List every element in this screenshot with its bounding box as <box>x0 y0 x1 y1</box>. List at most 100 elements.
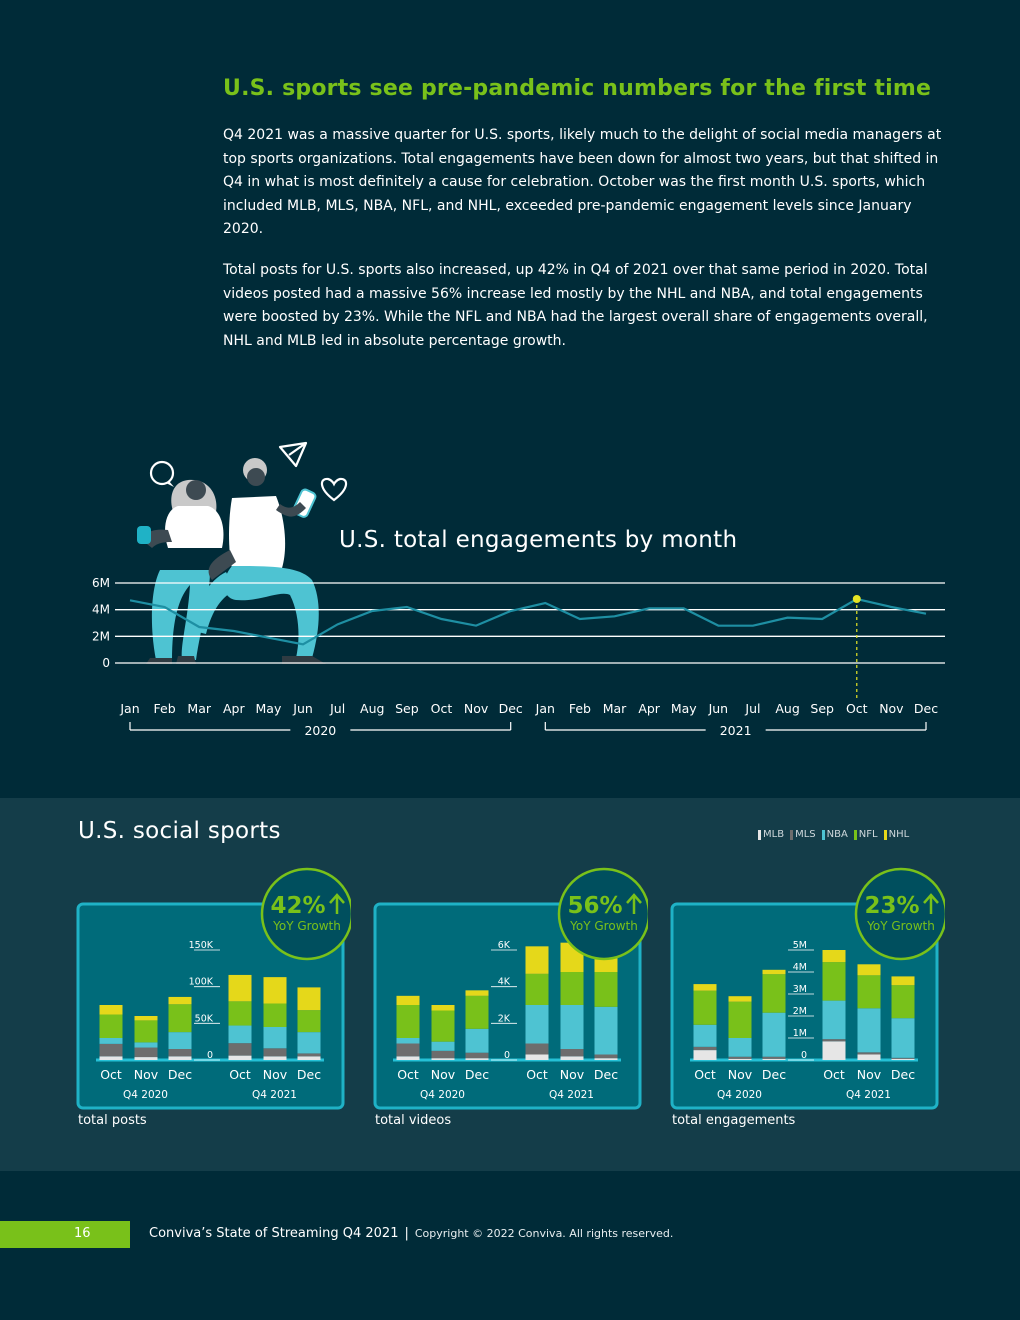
bar-segment-nfl <box>822 962 846 1001</box>
y-tick-label: 1M <box>793 1028 807 1039</box>
y-tick-label: 0 <box>504 1050 510 1061</box>
x-tick-label: Jun <box>292 701 313 716</box>
stacked-bar <box>297 987 321 1060</box>
y-tick-label: 150K <box>189 940 214 951</box>
bar-segment-mlb <box>396 1056 420 1060</box>
bar-segment-nfl <box>465 995 489 1029</box>
bar-segment-mls <box>693 1046 717 1051</box>
bar-segment-nfl <box>762 974 786 1013</box>
engagements-line-chart: 0 2M 4M 6M Jan Feb Mar Apr May Jun Jul Aug Sep Oct No… <box>92 441 945 738</box>
bar-segment-mlb <box>693 1050 717 1060</box>
y-tick-label: 3M <box>793 984 807 995</box>
x-tick-label: Nov <box>560 1067 585 1082</box>
legend-swatch <box>883 829 887 840</box>
stacked-bar <box>431 1005 455 1060</box>
x-tick-label: Feb <box>569 701 591 716</box>
bar-segment-mls <box>431 1050 455 1059</box>
footer-separator: | <box>404 1226 409 1241</box>
x-tick-label: Oct <box>397 1067 419 1082</box>
bar-segment-nhl <box>891 976 915 986</box>
bar-segment-nfl <box>431 1010 455 1042</box>
bar-segment-mlb <box>762 1058 786 1060</box>
y-tick-label: 50K <box>195 1013 214 1024</box>
bar-segment-nfl <box>228 1001 252 1026</box>
y-tick-label: 6M <box>92 576 110 590</box>
year-bracket: 2021 <box>544 722 927 738</box>
growth-badge: 56%YoY Growth <box>557 867 648 961</box>
sports-legend: MLB MLS NBA NFL NHL <box>758 829 909 840</box>
bar-segment-mlb <box>560 1056 584 1060</box>
bar-segment-nfl <box>134 1020 158 1043</box>
man-figure <box>190 458 326 664</box>
bar-segment-nba <box>891 1018 915 1058</box>
growth-value: 42% <box>270 893 325 919</box>
y-tick-label: 4K <box>498 977 511 988</box>
x-tick-label: Oct <box>694 1067 716 1082</box>
bar-segment-mls <box>297 1053 321 1057</box>
x-tick-label: Nov <box>728 1067 753 1082</box>
bar-segment-nhl <box>168 996 192 1005</box>
bar-segment-nba <box>762 1012 786 1057</box>
social-sports-title: U.S. social sports <box>78 818 281 844</box>
bar-segment-nhl <box>431 1005 455 1011</box>
bar-segment-mls <box>168 1049 192 1057</box>
group-label: Q4 2021 <box>549 1089 594 1101</box>
bar-segment-mlb <box>99 1056 123 1060</box>
bar-segment-mls <box>99 1043 123 1057</box>
x-tick-label: Dec <box>499 701 523 716</box>
stacked-bar <box>560 942 584 1060</box>
x-tick-label: Dec <box>465 1067 489 1082</box>
bar-segment-nba <box>594 1006 618 1055</box>
growth-label: YoY Growth <box>272 919 341 933</box>
y-tick-label: 6K <box>498 940 511 951</box>
stacked-bar <box>525 946 549 1060</box>
bar-segment-mlb <box>594 1058 618 1060</box>
y-tick-label: 0 <box>801 1050 807 1061</box>
bar-segment-nfl <box>525 973 549 1005</box>
x-tick-label: Mar <box>187 701 211 716</box>
bar-segment-nfl <box>263 1003 287 1027</box>
x-tick-label: Nov <box>134 1067 159 1082</box>
bar-segment-mls <box>891 1057 915 1059</box>
line-chart-year-groups: 2020 2021 <box>129 722 927 738</box>
stacked-bar <box>168 996 192 1060</box>
bar-segment-nba <box>263 1027 287 1049</box>
up-arrow-icon <box>923 893 939 914</box>
x-tick-label: Aug <box>360 701 384 716</box>
stacked-bar <box>99 1005 123 1060</box>
stacked-bar <box>857 964 881 1060</box>
stacked-bar <box>228 974 252 1060</box>
y-tick-label: 100K <box>189 977 214 988</box>
bar-segment-nhl <box>297 987 321 1011</box>
bar-segment-nfl <box>857 975 881 1009</box>
bar-segment-nfl <box>99 1014 123 1038</box>
x-tick-label: Dec <box>168 1067 192 1082</box>
total-engagements-label: total engagements <box>672 1113 796 1128</box>
bar-segment-nhl <box>99 1005 123 1015</box>
bar-segment-mls <box>134 1047 158 1058</box>
footer-copyright: Copyright © 2022 Conviva. All rights res… <box>414 1227 674 1240</box>
x-tick-label: Dec <box>762 1067 786 1082</box>
y-tick-label: 0 <box>207 1050 213 1061</box>
bar-segment-nba <box>431 1041 455 1051</box>
stacked-bar <box>693 984 717 1060</box>
y-tick-label: 2K <box>498 1013 511 1024</box>
bar-segment-nfl <box>891 985 915 1019</box>
growth-value: 56% <box>567 893 622 919</box>
bar-segment-mlb <box>822 1041 846 1060</box>
bar-segment-mlb <box>168 1056 192 1060</box>
legend-swatch <box>853 829 857 840</box>
legend-label: NBA <box>826 829 848 840</box>
bar-segment-nfl <box>560 972 584 1005</box>
y-tick-label: 5M <box>793 940 807 951</box>
bar-segment-mlb <box>134 1057 158 1060</box>
bar-segment-nhl <box>134 1016 158 1021</box>
stacked-bar <box>396 995 420 1060</box>
growth-badge: 23%YoY Growth <box>854 867 945 961</box>
x-tick-label: Nov <box>464 701 489 716</box>
x-tick-label: Oct <box>823 1067 845 1082</box>
x-tick-label: Jun <box>708 701 729 716</box>
bar-segment-nhl <box>228 974 252 1002</box>
growth-label: YoY Growth <box>866 919 935 933</box>
x-tick-label: Nov <box>263 1067 288 1082</box>
